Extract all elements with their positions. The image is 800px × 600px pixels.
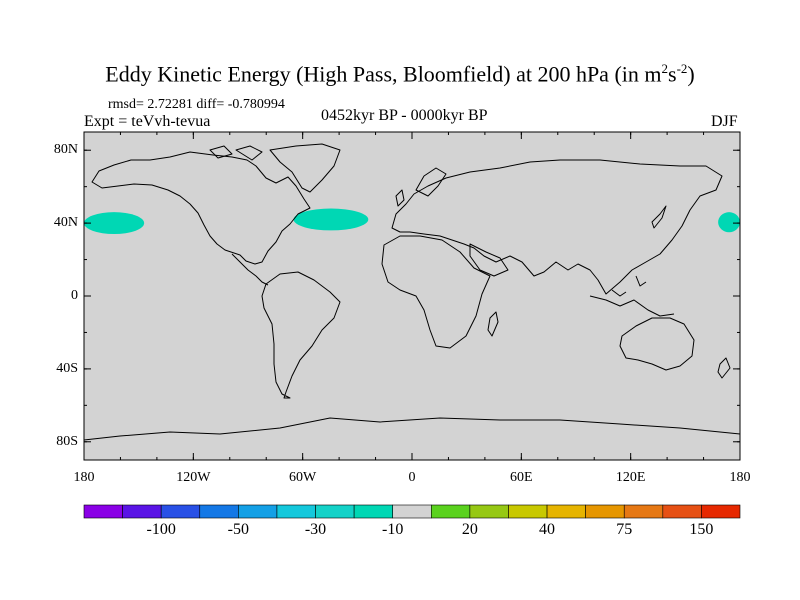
colorbar xyxy=(83,504,741,519)
coastline-british-isles xyxy=(395,189,405,207)
lon-tick-label: 120E xyxy=(615,470,646,485)
lat-tick-label: 40N xyxy=(53,215,78,231)
north-pacific-anomaly-west xyxy=(84,212,145,235)
north-pacific-anomaly-east xyxy=(718,212,740,233)
coastline-eurasia xyxy=(391,159,723,295)
period-label: 0452kyr BP - 0000kyr BP xyxy=(321,107,488,124)
coastlines xyxy=(83,143,741,441)
colorbar-label: -10 xyxy=(382,521,404,538)
lon-tick-label: 180 xyxy=(73,470,95,485)
colorbar-swatch xyxy=(122,504,162,519)
colorbar-swatch xyxy=(83,504,123,519)
colorbar-swatch xyxy=(430,504,471,519)
coastline-southeast-asia-islands xyxy=(589,275,675,317)
colorbar-label: -30 xyxy=(304,521,327,538)
experiment-label: Expt = teVvh-tevua xyxy=(84,113,211,130)
colorbar-swatch xyxy=(585,504,625,519)
colorbar-swatch xyxy=(546,504,586,519)
coastline-madagascar xyxy=(487,311,499,337)
coastline-arctic-islands xyxy=(209,145,263,161)
anomaly-layer xyxy=(84,208,740,235)
coastline-new-zealand xyxy=(717,357,731,379)
lat-tick-label: 40S xyxy=(56,360,78,376)
lon-tick-label: 60W xyxy=(289,470,317,485)
colorbar-swatch xyxy=(199,504,239,519)
coastline-north-america xyxy=(91,151,311,265)
colorbar-label: 40 xyxy=(539,521,556,538)
colorbar-swatch xyxy=(353,504,394,519)
rmsd-diff-label: rmsd= 2.72281 diff= -0.780994 xyxy=(108,97,285,112)
colorbar-swatch xyxy=(160,504,201,519)
coastline-africa xyxy=(381,235,491,349)
colorbar-swatch xyxy=(701,504,741,519)
coastline-arabia xyxy=(469,243,509,277)
colorbar-swatch xyxy=(508,504,548,519)
axis-ticks xyxy=(83,132,741,460)
colorbar-swatch xyxy=(469,504,509,519)
coastline-central-america xyxy=(231,253,269,286)
coastline-antarctica xyxy=(83,417,741,441)
lat-tick-label: 80N xyxy=(53,142,78,158)
colorbar-swatch xyxy=(238,504,278,519)
coastline-australia xyxy=(619,317,695,371)
season-label: DJF xyxy=(711,113,738,130)
colorbar-label: 20 xyxy=(461,521,478,538)
north-atlantic-anomaly xyxy=(293,208,369,231)
colorbar-swatch xyxy=(276,504,316,519)
colorbar-label: 75 xyxy=(616,521,633,538)
coastline-japan xyxy=(651,205,667,229)
coastline-greenland xyxy=(269,143,341,193)
lat-tick-label: 80S xyxy=(56,433,78,449)
colorbar-label: 150 xyxy=(689,521,714,538)
lon-tick-label: 120W xyxy=(176,470,211,485)
lon-tick-label: 60E xyxy=(510,470,533,485)
lon-tick-label: 180 xyxy=(729,470,751,485)
plot-title: Eddy Kinetic Energy (High Pass, Bloomfie… xyxy=(105,61,695,87)
colorbar-label: -100 xyxy=(146,521,176,538)
coastline-scandinavia xyxy=(415,167,447,197)
colorbar-swatch xyxy=(623,504,664,519)
lat-tick-label: 0 xyxy=(71,288,78,303)
colorbar-swatch xyxy=(315,504,355,519)
colorbar-swatch xyxy=(662,504,702,519)
colorbar-label: -50 xyxy=(227,521,249,538)
coastline-south-america xyxy=(261,271,341,399)
lon-tick-label: 0 xyxy=(408,470,416,485)
colorbar-swatch xyxy=(392,504,432,519)
map-background xyxy=(84,132,740,460)
